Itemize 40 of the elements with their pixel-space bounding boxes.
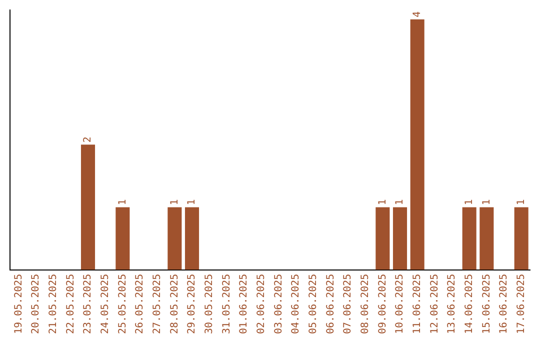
data-label: 1 bbox=[186, 199, 198, 206]
data-label: 1 bbox=[464, 199, 475, 206]
x-tick-label: 29.05.2025 bbox=[186, 274, 198, 334]
data-label: 1 bbox=[377, 199, 388, 206]
x-tick-label: 12.06.2025 bbox=[429, 274, 440, 334]
data-label: 2 bbox=[82, 136, 94, 143]
x-tick-label: 15.06.2025 bbox=[481, 274, 492, 334]
x-tick-label: 21.05.2025 bbox=[48, 274, 59, 334]
data-label: 1 bbox=[169, 199, 180, 206]
x-tick-label: 11.06.2025 bbox=[412, 274, 423, 334]
x-tick-label: 26.05.2025 bbox=[134, 274, 146, 334]
x-tick-label: 28.05.2025 bbox=[169, 274, 180, 334]
x-tick-label: 30.05.2025 bbox=[204, 274, 215, 334]
data-label: 1 bbox=[516, 199, 527, 206]
data-label: 1 bbox=[394, 199, 406, 206]
x-tick-label: 20.05.2025 bbox=[30, 274, 42, 334]
x-tick-label: 09.06.2025 bbox=[377, 274, 388, 334]
x-tick-label: 05.06.2025 bbox=[308, 274, 319, 334]
x-tick-label: 19.05.2025 bbox=[13, 274, 24, 334]
x-tick-label: 03.06.2025 bbox=[273, 274, 284, 334]
x-tick-label: 06.06.2025 bbox=[325, 274, 336, 334]
x-tick-label: 13.06.2025 bbox=[446, 274, 458, 334]
x-tick-label: 01.06.2025 bbox=[238, 274, 250, 334]
data-label: 1 bbox=[481, 199, 492, 206]
x-tick-label: 31.05.2025 bbox=[221, 274, 232, 334]
x-tick-label: 08.06.2025 bbox=[360, 274, 371, 334]
x-tick-label: 16.06.2025 bbox=[498, 274, 510, 334]
data-label: 1 bbox=[117, 199, 128, 206]
x-tick-label: 17.06.2025 bbox=[516, 274, 527, 334]
x-tick-label: 23.05.2025 bbox=[82, 274, 94, 334]
x-tick-label: 24.05.2025 bbox=[100, 274, 111, 334]
x-tick-label: 22.05.2025 bbox=[65, 274, 76, 334]
x-tick-label: 14.06.2025 bbox=[464, 274, 475, 334]
x-tick-label: 07.06.2025 bbox=[342, 274, 354, 334]
x-tick-label: 10.06.2025 bbox=[394, 274, 406, 334]
x-tick-label: 25.05.2025 bbox=[117, 274, 128, 334]
x-tick-label: 27.05.2025 bbox=[152, 274, 163, 334]
x-tick-label: 04.06.2025 bbox=[290, 274, 302, 334]
x-tick-label: 02.06.2025 bbox=[256, 274, 267, 334]
data-label: 4 bbox=[412, 11, 423, 18]
